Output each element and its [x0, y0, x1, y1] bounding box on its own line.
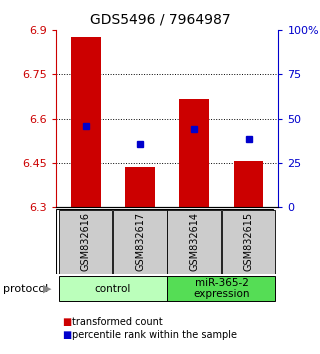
Bar: [125, 167, 155, 207]
Bar: [113, 210, 167, 274]
Bar: [180, 99, 209, 207]
Bar: [222, 210, 275, 274]
Bar: [167, 210, 221, 274]
Text: percentile rank within the sample: percentile rank within the sample: [72, 330, 237, 339]
Bar: [234, 161, 263, 207]
Text: GSM832614: GSM832614: [189, 212, 199, 271]
Text: ■: ■: [62, 317, 72, 327]
Text: control: control: [95, 284, 131, 294]
Text: transformed count: transformed count: [72, 317, 163, 327]
Text: miR-365-2
expression: miR-365-2 expression: [193, 278, 250, 299]
Bar: [59, 276, 167, 301]
Text: ▶: ▶: [43, 284, 52, 294]
Bar: [59, 210, 112, 274]
Bar: [167, 276, 276, 301]
Text: GDS5496 / 7964987: GDS5496 / 7964987: [90, 12, 230, 27]
Text: GSM832616: GSM832616: [81, 212, 91, 271]
Text: GSM832615: GSM832615: [244, 212, 253, 271]
Text: GSM832617: GSM832617: [135, 212, 145, 271]
Bar: [71, 38, 101, 207]
Text: ■: ■: [62, 330, 72, 339]
Text: protocol: protocol: [3, 284, 48, 294]
